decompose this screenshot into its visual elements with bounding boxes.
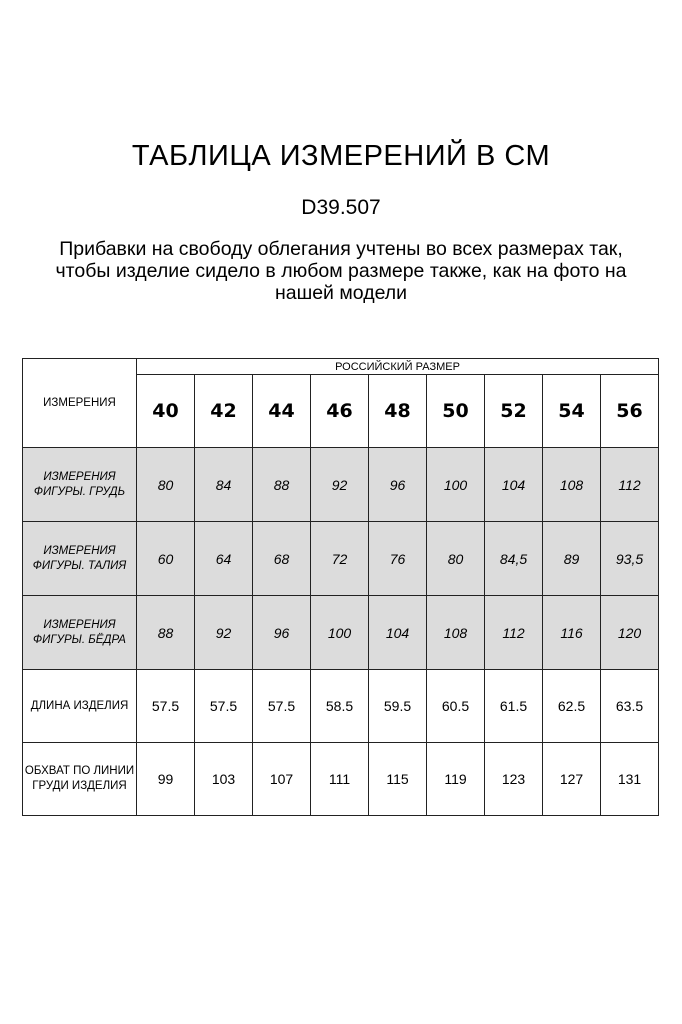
table-cell: 123 [484,742,543,816]
table-cell: 131 [600,742,659,816]
table-cell: 103 [194,742,253,816]
size-header: 42 [194,374,253,448]
product-code: D39.507 [301,196,381,219]
table-row: ДЛИНА ИЗДЕЛИЯ 57.5 57.5 57.5 58.5 59.5 60.5 61.… [22,669,659,743]
table-cell: 88 [252,447,311,522]
table-row: ИЗМЕРЕНИЯ ФИГУРЫ. БЁДРА 88 92 96 100 104 108 11… [22,595,659,670]
table-cell: 111 [310,742,369,816]
table-cell: 59.5 [368,669,427,743]
size-row: 40 42 44 46 48 50 52 54 56 [23,374,659,448]
table-cell: 96 [252,595,311,670]
size-header: 44 [252,374,311,448]
table-cell: 119 [426,742,485,816]
table-cell: 93,5 [600,521,659,596]
table-cell: 80 [136,447,195,522]
table-cell: 108 [542,447,601,522]
page-title: ТАБЛИЦА ИЗМЕРЕНИЙ В СМ [131,140,551,172]
size-header: 46 [310,374,369,448]
size-header: 54 [542,374,601,448]
table-cell: 62.5 [542,669,601,743]
table-cell: 127 [542,742,601,816]
table-cell: 88 [136,595,195,670]
row-label: ИЗМЕРЕНИЯ ФИГУРЫ. ГРУДЬ [22,447,137,522]
table-cell: 60.5 [426,669,485,743]
size-header: 48 [368,374,427,448]
table-cell: 57.5 [194,669,253,743]
row-label: ИЗМЕРЕНИЯ ФИГУРЫ. ТАЛИЯ [22,521,137,596]
table-cell: 92 [310,447,369,522]
table-cell: 100 [310,595,369,670]
table-cell: 99 [136,742,195,816]
table-cell: 112 [600,447,659,522]
table-cell: 104 [368,595,427,670]
table-cell: 64 [194,521,253,596]
table-row: ИЗМЕРЕНИЯ ФИГУРЫ. ТАЛИЯ 60 64 68 72 76 80 84,5 8… [22,521,659,596]
table-cell: 92 [194,595,253,670]
table-cell: 89 [542,521,601,596]
row-label: ДЛИНА ИЗДЕЛИЯ [22,669,137,743]
table-cell: 108 [426,595,485,670]
table-cell: 104 [484,447,543,522]
table-cell: 84 [194,447,253,522]
table-cell: 63.5 [600,669,659,743]
size-table: ИЗМЕРЕНИЯ РОССИЙСКИЙ РАЗМЕР 40 42 44 46 48 50… [22,358,659,816]
size-header: 56 [600,374,659,448]
corner-header: ИЗМЕРЕНИЯ [22,358,137,448]
table-cell: 57.5 [136,669,195,743]
table-cell: 60 [136,521,195,596]
table-cell: 68 [252,521,311,596]
table-row: ИЗМЕРЕНИЯ ФИГУРЫ. ГРУДЬ 80 84 88 92 96 100 104 1… [22,447,659,522]
table-cell: 116 [542,595,601,670]
table-cell: 80 [426,521,485,596]
table-cell: 112 [484,595,543,670]
fit-note: Прибавки на свободу облегания учтены во … [55,238,627,304]
table-cell: 107 [252,742,311,816]
size-header: 40 [136,374,195,448]
table-cell: 96 [368,447,427,522]
table-cell: 100 [426,447,485,522]
table-cell: 120 [600,595,659,670]
size-header: 52 [484,374,543,448]
size-header: 50 [426,374,485,448]
table-cell: 84,5 [484,521,543,596]
table-cell: 57.5 [252,669,311,743]
table-row: ОБХВАТ ПО ЛИНИИ ГРУДИ ИЗДЕЛИЯ 99 103 107 111… [22,742,659,816]
row-label: ОБХВАТ ПО ЛИНИИ ГРУДИ ИЗДЕЛИЯ [22,742,137,816]
russian-size-header: РОССИЙСКИЙ РАЗМЕР [136,358,659,375]
table-cell: 115 [368,742,427,816]
table-cell: 61.5 [484,669,543,743]
table-cell: 72 [310,521,369,596]
table-cell: 58.5 [310,669,369,743]
table-cell: 76 [368,521,427,596]
row-label: ИЗМЕРЕНИЯ ФИГУРЫ. БЁДРА [22,595,137,670]
